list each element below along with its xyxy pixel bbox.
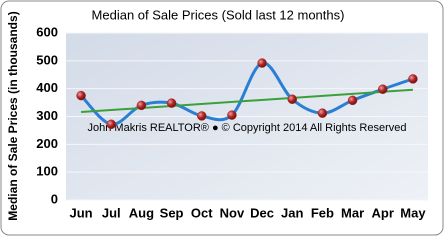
x-tick-label: Mar	[341, 205, 364, 220]
y-tick-label: 500	[36, 52, 58, 67]
x-tick-label: Aug	[129, 205, 154, 220]
marker	[347, 95, 358, 106]
marker	[257, 58, 267, 68]
x-tick-label: May	[400, 205, 426, 220]
marker	[166, 98, 177, 108]
x-tick-label: Sep	[160, 205, 184, 220]
y-tick-label: 200	[36, 136, 58, 151]
x-tick-label: Apr	[372, 205, 394, 220]
x-tick-label: Jun	[70, 205, 93, 220]
marker	[317, 108, 328, 118]
marker	[106, 119, 116, 130]
y-axis-label: Median of Sale Prices (in thousands)	[6, 11, 20, 220]
y-tick-label: 300	[36, 108, 58, 123]
x-tick-label: Dec	[250, 205, 274, 220]
marker	[197, 111, 207, 121]
marker	[287, 94, 297, 104]
marker	[136, 100, 147, 111]
marker	[408, 74, 418, 84]
annotation: John Makris REALTOR® ● © Copyright 2014 …	[88, 122, 407, 134]
y-tick-label: 0	[51, 191, 58, 206]
y-tick-label: 400	[36, 80, 58, 95]
trend-line	[81, 88, 413, 114]
marker	[227, 110, 237, 120]
y-tick-label: 100	[36, 164, 58, 179]
x-tick-label: Nov	[220, 205, 245, 220]
y-tick-label: 600	[36, 24, 58, 39]
x-tick-label: Feb	[311, 205, 334, 220]
marker	[378, 84, 388, 94]
x-tick-label: Jan	[281, 205, 303, 220]
x-tick-label: Jul	[102, 205, 121, 220]
x-tick-label: Oct	[191, 205, 213, 220]
chart-title: Median of Sale Prices (Sold last 12 mont…	[92, 7, 345, 22]
marker	[76, 90, 86, 101]
